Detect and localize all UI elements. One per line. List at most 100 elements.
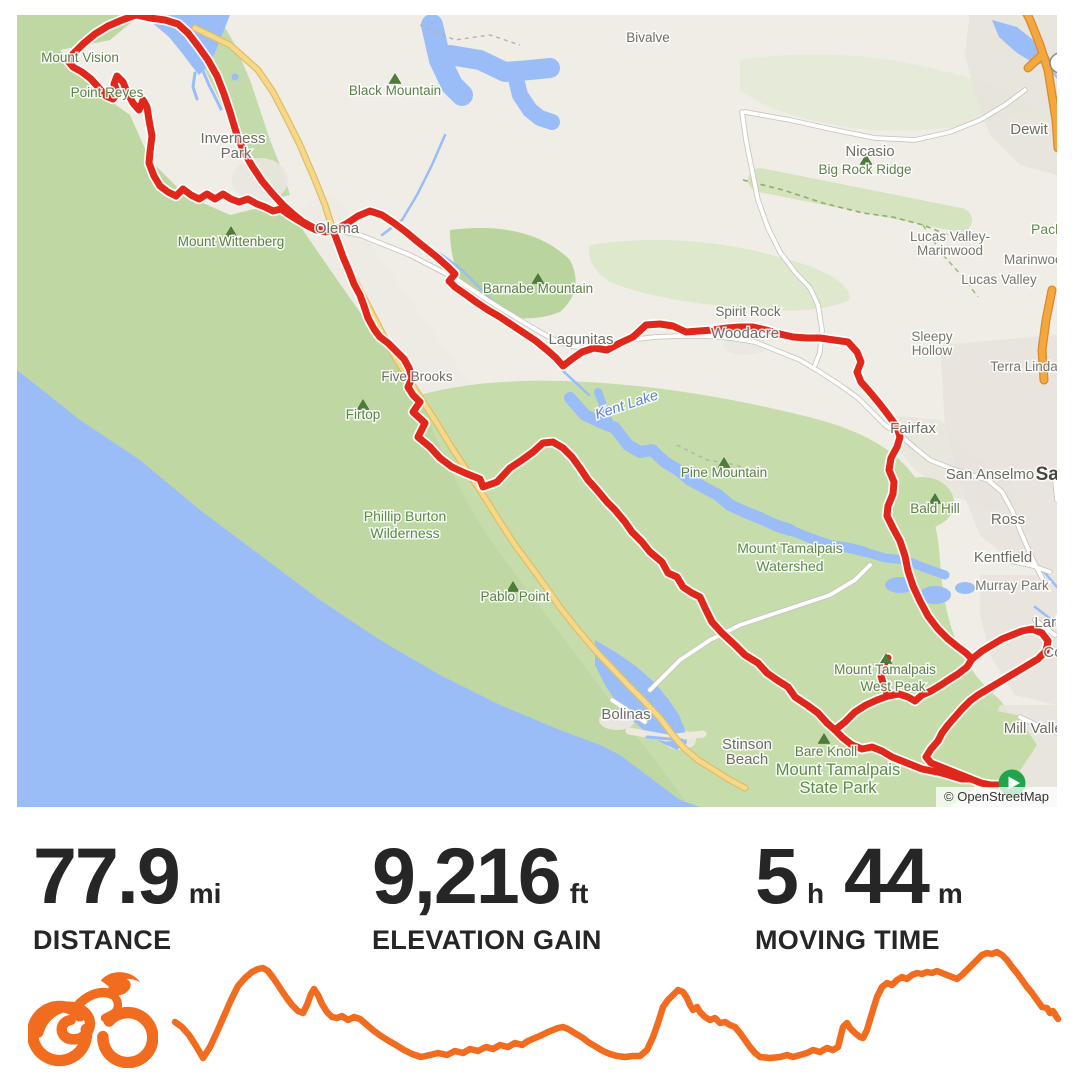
map-label: Stinson	[722, 736, 772, 753]
map-label: Five Brooks	[381, 369, 453, 384]
map-label: Mount Vision	[41, 50, 119, 65]
stat-distance: 77.9 mi DISTANCE	[33, 836, 221, 956]
map-label: Mount Tamalpais	[776, 761, 900, 779]
map-label: Black Mountain	[349, 83, 441, 98]
hills-big-rock	[740, 54, 1030, 131]
map-label: Point Reyes	[71, 85, 144, 100]
stat-moving-time: 5 h 44 m MOVING TIME	[755, 836, 963, 956]
map-label: Mount Wittenberg	[178, 234, 285, 249]
map-label: Mount Tamalpais	[737, 540, 843, 556]
minutes-value: 44	[844, 831, 930, 920]
hills-big-rock-core	[748, 168, 972, 232]
map-label: Spirit Rock	[715, 304, 781, 319]
map-label: Olema	[315, 220, 360, 237]
peak-triangle-icon	[817, 733, 831, 744]
peak-triangle-icon	[531, 273, 545, 284]
map-attribution: © OpenStreetMap	[936, 787, 1057, 807]
map-label: Barnabe Mountain	[483, 281, 593, 296]
hills-spirit-rock	[589, 240, 850, 311]
map-label: Pach	[1031, 221, 1057, 237]
map-label: San Anselmo	[946, 466, 1034, 483]
map-label: Beach	[726, 751, 769, 768]
map-label: Wilderness	[370, 525, 439, 541]
map-label: Big Rock Ridge	[818, 162, 911, 177]
route-layer	[62, 15, 1054, 791]
map-label: Woodacre	[711, 325, 779, 342]
map-label: Bivalve	[626, 30, 670, 45]
park-area-tomales	[150, 15, 290, 200]
distance-value: 77.9	[33, 831, 181, 920]
urban-terra-linda	[940, 335, 1057, 575]
map-label: Mount Tamalpais	[834, 662, 936, 677]
park-area-blithedale	[942, 705, 1037, 785]
moving-time-label: MOVING TIME	[755, 925, 940, 955]
distance-unit: mi	[188, 878, 222, 909]
map-label: Inverness	[200, 130, 265, 147]
gps-route	[64, 15, 337, 236]
urban-kentfield	[980, 575, 1057, 705]
map-label: Co	[1043, 644, 1057, 661]
map-label: Nicasio	[845, 143, 894, 160]
map-label: Park	[221, 145, 252, 162]
cyclist-icon	[28, 972, 158, 1068]
elevation-label: ELEVATION GAIN	[372, 925, 602, 955]
gps-route	[329, 207, 976, 705]
minutes-unit: m	[937, 878, 963, 909]
peak-triangle-icon	[717, 457, 731, 468]
gps-route	[831, 726, 975, 783]
map-label: Phillip Burton	[364, 508, 447, 524]
map-label: Hollow	[912, 343, 953, 358]
peaks-layer	[224, 73, 942, 744]
map-label: West Peak	[860, 679, 925, 694]
map-label: San	[1036, 464, 1057, 485]
map-label: Bare Knoll	[795, 744, 857, 759]
peak-triangle-icon	[928, 493, 942, 504]
map-label: Fairfax	[890, 420, 936, 437]
road-shield: 3	[1049, 52, 1057, 74]
map-label: State Park	[799, 779, 877, 797]
map-label: Murray Park	[975, 578, 1049, 593]
map-label: Marinwood	[1004, 252, 1057, 267]
peak-triangle-icon	[224, 226, 238, 237]
peak-triangle-icon	[859, 154, 873, 165]
peak-triangle-icon	[506, 581, 520, 592]
map-label: Terra Linda	[990, 359, 1057, 374]
map-label: Ross	[991, 511, 1025, 528]
map-label: Lagunitas	[548, 331, 613, 348]
nicasio-reservoir	[421, 15, 560, 130]
map-label: Pablo Point	[480, 589, 549, 604]
gps-route	[934, 625, 1052, 745]
stat-elevation-gain: 9,216 ft ELEVATION GAIN	[372, 836, 602, 956]
urban-fairfax	[890, 415, 1020, 510]
elevation-unit: ft	[569, 878, 589, 909]
hours-value: 5	[755, 831, 799, 920]
peak-triangle-icon	[356, 399, 370, 410]
gps-route	[831, 690, 919, 734]
pacific-ocean	[17, 370, 700, 807]
peak-triangle-icon	[388, 73, 402, 84]
map-label: Kentfield	[974, 549, 1032, 566]
map-label: Sleepy	[911, 329, 953, 344]
map-canvas: Bivalve Mount Vision Point Reyes Inverness P…	[17, 15, 1057, 807]
play-icon	[1008, 776, 1020, 790]
urban-bolinas	[599, 710, 635, 730]
map-label: Firtop	[346, 407, 381, 422]
elevation-value: 9,216	[372, 831, 562, 920]
map-label: Watershed	[756, 558, 823, 574]
elevation-profile-line	[171, 948, 1062, 1062]
map-label: Bolinas	[601, 706, 650, 723]
roads-white	[330, 87, 1057, 736]
map-label: Marinwood	[917, 243, 983, 258]
peak-triangle-icon	[879, 653, 893, 664]
small-pond	[231, 73, 239, 81]
lake-phoenix	[955, 582, 975, 594]
distance-label: DISTANCE	[33, 925, 172, 955]
map-label: Lucas Valley-	[910, 229, 990, 244]
road-freeway-101	[1022, 15, 1057, 385]
map-label: Lark	[1034, 614, 1057, 631]
lake-lagunitas	[919, 586, 951, 604]
map-label: Pine Mountain	[681, 465, 767, 480]
